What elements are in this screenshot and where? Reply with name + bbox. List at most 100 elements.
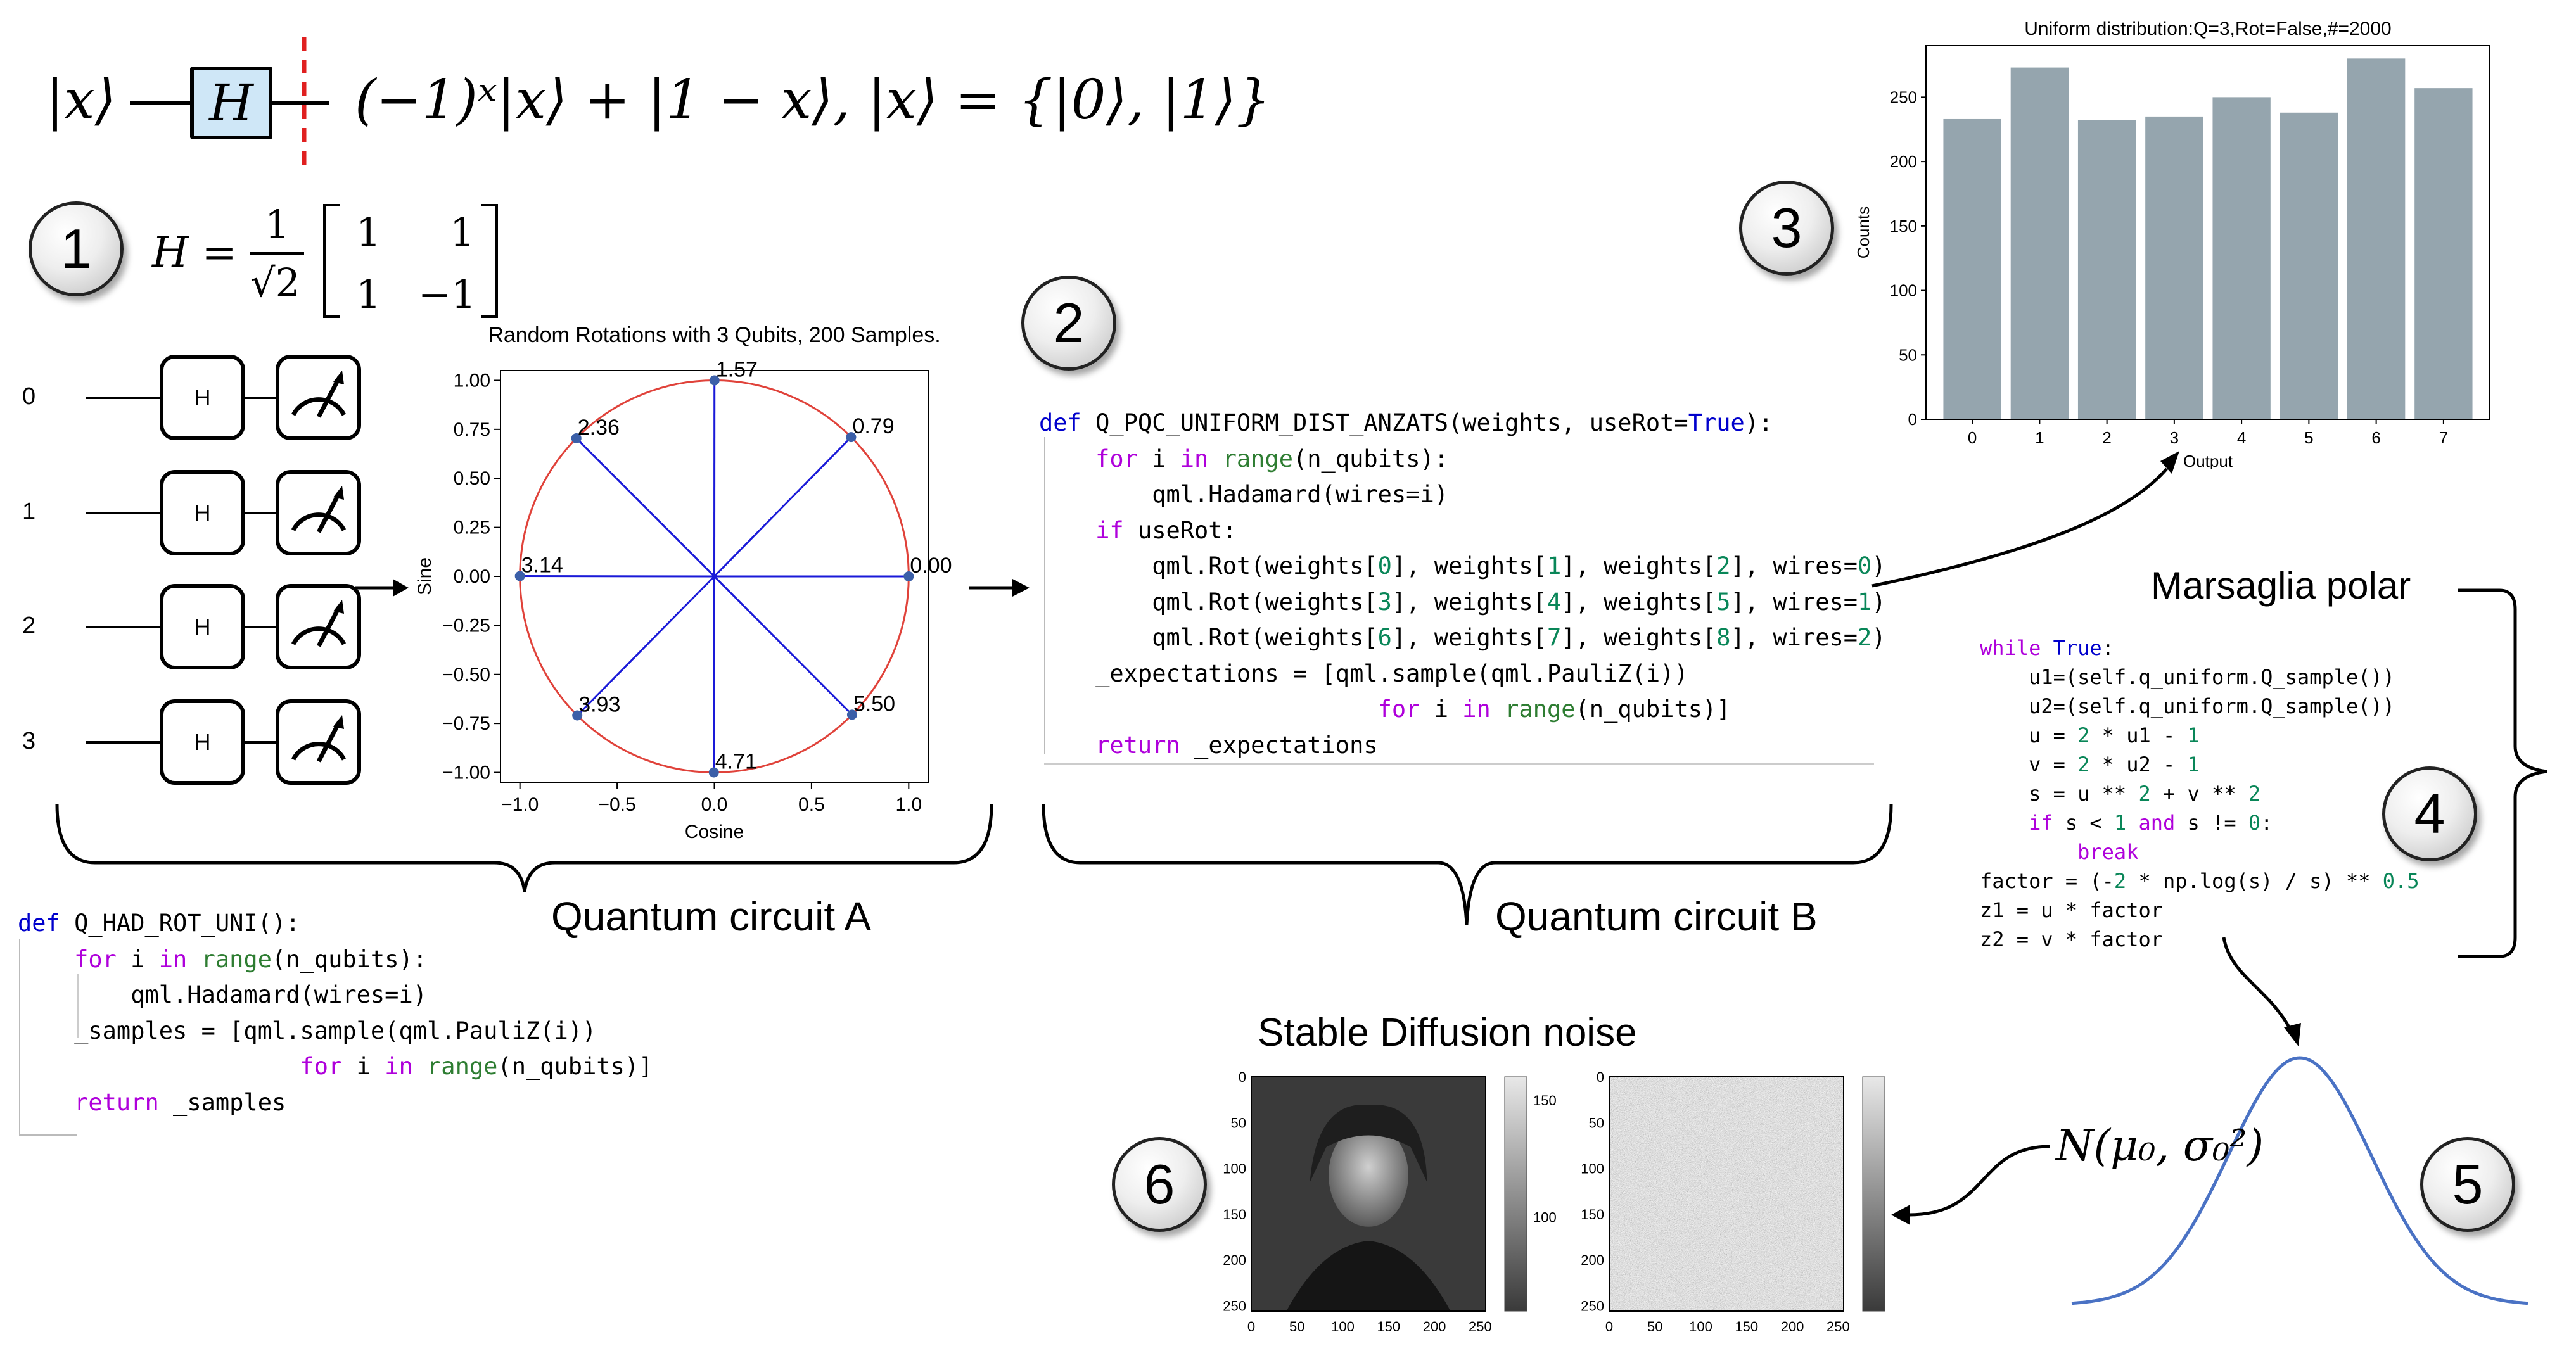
frac-num: 1 — [265, 201, 290, 248]
badge-1: 1 — [29, 201, 124, 296]
marsaglia-title: Marsaglia polar — [2151, 564, 2411, 607]
y-tick-label: 0.00 — [454, 566, 490, 587]
hadamard-gate-top: H — [190, 67, 272, 139]
x-tick-label: −1.0 — [501, 794, 539, 815]
brace-marsaglia — [2458, 588, 2547, 958]
x-tick-label: 7 — [2439, 428, 2448, 447]
brace-a — [55, 804, 993, 892]
rotation-point — [846, 432, 857, 443]
portrait-face — [1329, 1124, 1408, 1227]
code-line: for i in range(n_qubits): — [1095, 445, 1449, 473]
y-tick-label: 250 — [1890, 87, 1917, 106]
bar — [2010, 67, 2069, 420]
portrait-x-tick-label: 100 — [1331, 1319, 1355, 1335]
hadamard-gate-q2: H — [160, 584, 245, 669]
code-line: def Q_PQC_UNIFORM_DIST_ANZATS(weights, u… — [1039, 409, 1773, 436]
gaussian-line — [2071, 1056, 2528, 1305]
x-tick-label: 5 — [2304, 428, 2313, 447]
noise-y-tick-label: 50 — [1589, 1115, 1604, 1131]
frac-den: √2 — [250, 260, 300, 306]
code-line: for i in range(n_qubits)] — [300, 1053, 653, 1080]
code-a-indent-guide — [77, 974, 79, 1038]
colorbar-left-label: 150 — [1533, 1093, 1557, 1108]
y-tick-label: −0.50 — [442, 664, 490, 685]
code-line: qml.Rot(weights[3], weights[4], weights[… — [1039, 588, 1886, 616]
rotation-point — [514, 571, 525, 581]
code-line: while True: — [1980, 636, 2114, 660]
badge-2: 2 — [1021, 276, 1116, 371]
code-b-bottom-rule — [1044, 763, 1874, 765]
rotation-point-label: 2.36 — [578, 416, 620, 440]
y-tick-label: 0.25 — [454, 517, 490, 538]
x-tick-label: 3 — [2170, 428, 2179, 447]
y-tick-label: 0.50 — [454, 468, 490, 489]
rotation-point — [708, 767, 719, 778]
code-line: return _samples — [74, 1088, 286, 1116]
rotation-point-label: 5.50 — [853, 692, 895, 716]
circuit-a-wires — [86, 397, 276, 744]
rotation-spoke — [713, 436, 852, 578]
x-tick-label: 6 — [2371, 428, 2380, 447]
noise-y-tick-label: 150 — [1581, 1207, 1604, 1222]
portrait-y-tick-label: 200 — [1223, 1252, 1246, 1268]
frac-bar — [250, 252, 304, 255]
x-tick-label: 1.0 — [895, 794, 922, 815]
colorbar-left — [1504, 1076, 1527, 1312]
code-line: qml.Hadamard(wires=i) — [1039, 481, 1449, 508]
rotation-spoke — [713, 576, 715, 773]
portrait-x-tick-label: 0 — [1247, 1319, 1255, 1335]
code-line: if s < 1 and s != 0: — [2029, 811, 2273, 835]
portrait-x-tick-label: 150 — [1377, 1319, 1400, 1335]
bar — [2347, 58, 2406, 419]
noise-x-tick-label: 50 — [1647, 1319, 1662, 1335]
code-line: for i in range(n_qubits): — [74, 945, 428, 973]
badge-5: 5 — [2420, 1137, 2515, 1232]
badge-4: 4 — [2382, 766, 2477, 861]
bar-chart-title: Uniform distribution:Q=3,Rot=False,#=200… — [2024, 18, 2391, 39]
code-line: u1=(self.q_uniform.Q_sample()) — [1980, 665, 2395, 689]
y-tick-label: −0.25 — [442, 615, 490, 636]
matrix-m21: 1 — [356, 271, 381, 317]
noise-y-tick-label: 250 — [1581, 1298, 1604, 1314]
code-line: u = 2 * u1 - 1 — [1980, 723, 2200, 747]
y-tick-label: −0.75 — [442, 713, 490, 734]
x-tick-label: 0.5 — [798, 794, 825, 815]
portrait-frame — [1251, 1076, 1486, 1312]
rotation-point-label: 3.93 — [578, 693, 620, 717]
code-line: if useRot: — [1095, 516, 1237, 544]
portrait-shoulders — [1286, 1241, 1451, 1311]
rotation-point — [572, 710, 583, 721]
matrix-m22: −1 — [418, 271, 476, 317]
y-tick-label: 50 — [1899, 345, 1917, 364]
y-tick-label: 1.00 — [454, 370, 490, 391]
x-axis-label: Cosine — [685, 822, 744, 842]
bar — [1943, 118, 2001, 419]
qubit-label-2: 2 — [22, 612, 36, 639]
code-line: qml.Rot(weights[0], weights[1], weights[… — [1039, 552, 1886, 580]
portrait-y-tick-label: 100 — [1223, 1161, 1246, 1177]
x-tick-label: 0.0 — [701, 794, 728, 815]
rotation-point-label: 0.00 — [910, 554, 952, 578]
portrait-y-tick-label: 0 — [1239, 1069, 1246, 1085]
x-tick-label: 1 — [2035, 428, 2044, 447]
noise-x-tick-label: 200 — [1781, 1319, 1804, 1335]
badge-3: 3 — [1739, 181, 1834, 276]
y-axis-label: Counts — [1854, 206, 1873, 258]
bar — [2280, 112, 2338, 420]
badge-6: 6 — [1112, 1137, 1207, 1232]
stable-diffusion-panels: 0 0 50 50 100 100 150 150 200 200 250 250 150 100 0 0 50… — [1223, 1069, 1885, 1335]
portrait-x-tick-label: 50 — [1289, 1319, 1304, 1335]
y-tick-label: 100 — [1890, 281, 1917, 300]
code-line: return _expectations — [1095, 731, 1378, 759]
rotation-point-label: 3.14 — [521, 554, 563, 578]
noise-y-tick-label: 100 — [1581, 1161, 1604, 1177]
rotation-spoke — [575, 437, 715, 578]
label-quantum-circuit-a: Quantum circuit A — [551, 894, 872, 939]
bar — [2212, 97, 2271, 419]
normal-distribution-curve — [2071, 1056, 2528, 1305]
portrait-x-tick-label: 200 — [1423, 1319, 1446, 1335]
marsaglia-code: while True: u1=(self.q_uniform.Q_sample(… — [1980, 633, 2420, 954]
y-axis-label: Sine — [414, 557, 435, 595]
y-tick-label: 150 — [1890, 217, 1917, 236]
